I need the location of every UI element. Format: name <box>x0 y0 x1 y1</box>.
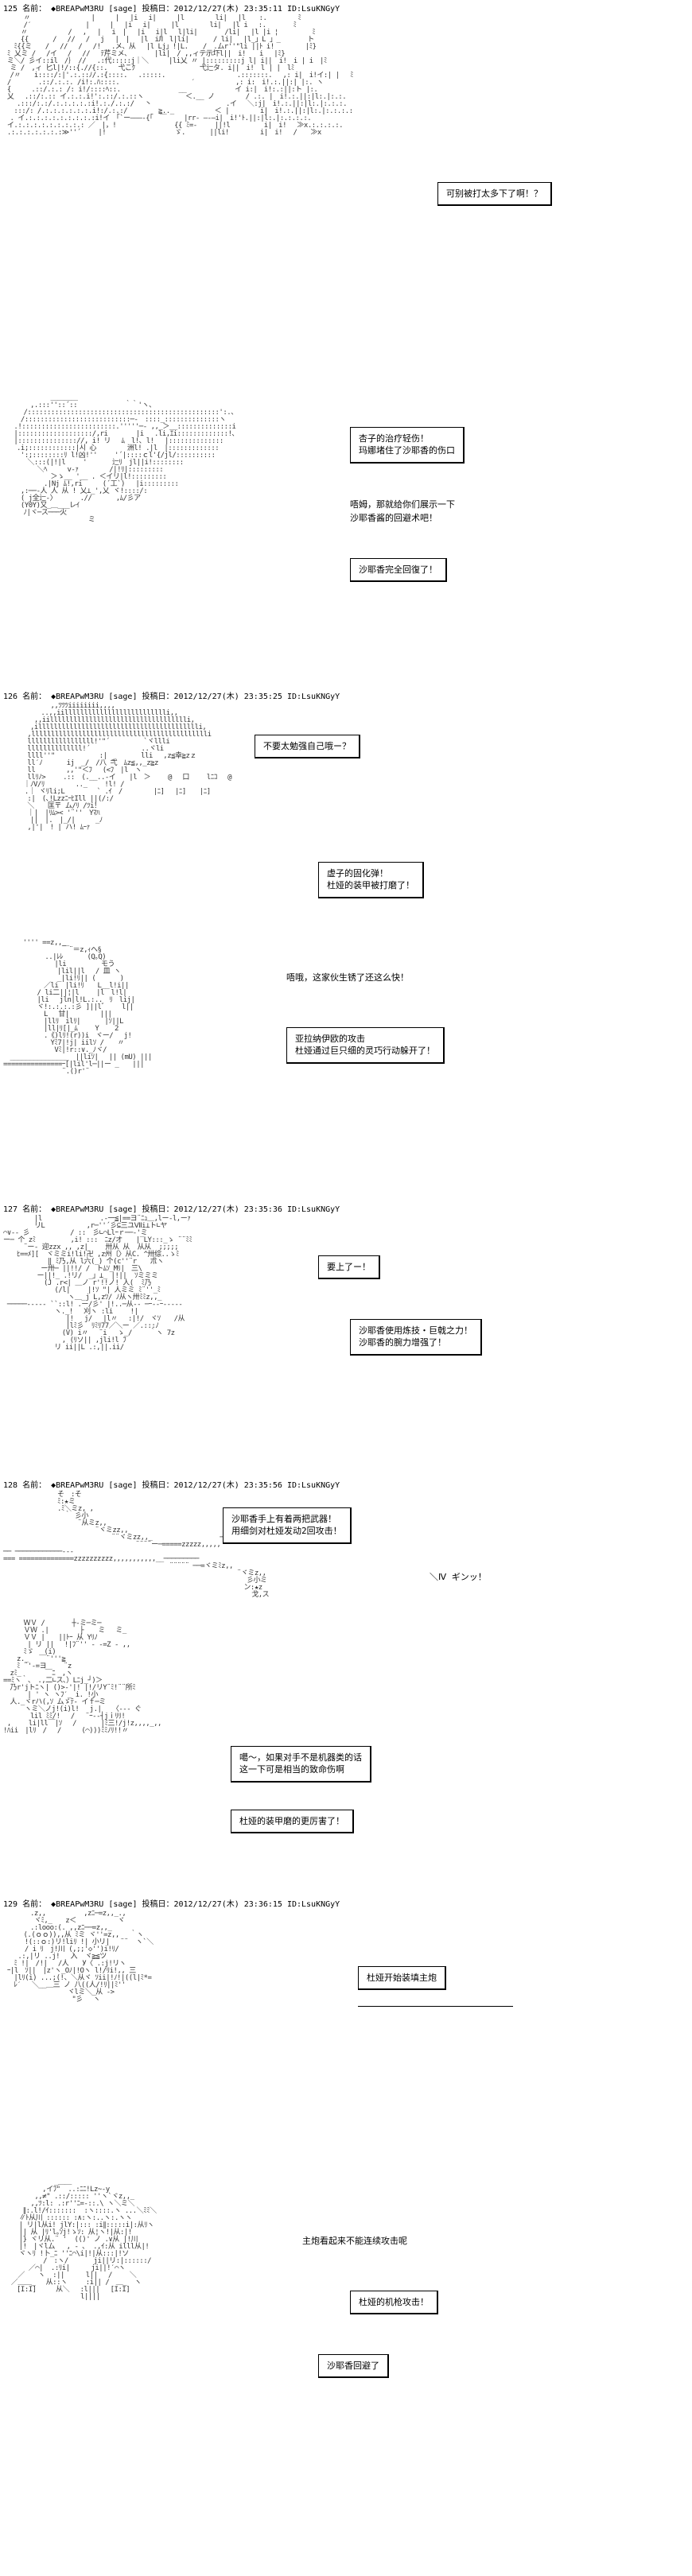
speech-box: 沙耶香完全回復了！ <box>350 558 447 582</box>
post-body: ＿＿＿＿ ,.:::''::´:: ｀｀'ヽ、 /:::::::::::::::… <box>0 395 692 681</box>
speech-box: 杜娅的机枪攻击！ <box>350 2291 438 2314</box>
ascii-art: _＿＿ ,イﾌ" ..:ﾆﾆ!Lz~-y ,,≠" .::/::::: ''ヽ`… <box>3 2179 157 2301</box>
post-body: |l .-一≦|==ヨ¨ﾆｭ＿,lー-l,ーｧ リL ,r─''´彡⊆三ユⅦi⊥… <box>0 1216 692 1470</box>
speech-box: 沙耶香回避了 <box>318 2354 389 2378</box>
speech-box: 要上了ー！ <box>318 1255 380 1279</box>
forum-post: 125 名前： ◆BREAPwM3RU [sage] 投稿日：2012/12/2… <box>0 0 692 389</box>
forum-post: 129 名前： ◆BREAPwM3RU [sage] 投稿日：2012/12/2… <box>0 1895 692 2173</box>
speech-box: 亚拉纳伊欧的攻击杜娅通过巨只细的灵巧行动躲开了！ <box>286 1027 445 1064</box>
narration-text: ＼Ⅳ ギンッ！ <box>430 1571 487 1585</box>
post-header: 127 名前： ◆BREAPwM3RU [sage] 投稿日：2012/12/2… <box>0 1201 692 1216</box>
speech-box: 可别被打太多下了啊！？ <box>437 182 552 206</box>
post-body: そ :そ ﾐ:★ミ .ﾐ＼ミz, , ｀ 彡小 ¨从ミz,, ¨ヾミzz,, ¨… <box>0 1492 692 1889</box>
forum-post: 126 名前： ◆BREAPwM3RU [sage] 投稿日：2012/12/2… <box>0 688 692 933</box>
post-body: 〃 | | |i i| |l li| |l :. ﾐ /′ | | |i i| … <box>0 15 692 389</box>
post-header: 129 名前： ◆BREAPwM3RU [sage] 投稿日：2012/12/2… <box>0 1895 692 1911</box>
speech-box: 虚子的固化弹！杜娅的装甲被打磨了！ <box>318 862 424 898</box>
narration-text: 唔姆，那就给你们展示一下沙耶香酱的回避术吧！ <box>350 499 455 525</box>
forum-post: ＿＿＿＿ ,.:::''::´:: ｀｀'ヽ、 /:::::::::::::::… <box>0 395 692 681</box>
post-header: 125 名前： ◆BREAPwM3RU [sage] 投稿日：2012/12/2… <box>0 0 692 15</box>
underline-box <box>358 1990 513 2007</box>
speech-box: 杜娅的装甲磨的更厉害了！ <box>231 1810 354 1833</box>
post-header: 126 名前： ◆BREAPwM3RU [sage] 投稿日：2012/12/2… <box>0 688 692 703</box>
ascii-art: '''' ==z,,_ ￣¨＝z,ｨヘ§ ..|ﾚﾚ (Q｡Q) |li モう … <box>3 940 152 1076</box>
post-body: .z,, ,zﾆ─=z,,_., ヾﾐ,_ z＜ ヾ .:looo:(. ,,z… <box>0 1911 692 2173</box>
ascii-art: |l .-一≦|==ヨ¨ﾆｭ＿,lー-l,ーｧ リL ,r─''´彡⊆三ユⅦi⊥… <box>3 1216 192 1352</box>
forum-post: '''' ==z,,_ ￣¨＝z,ｨヘ§ ..|ﾚﾚ (Q｡Q) |li モう … <box>0 940 692 1194</box>
forum-post: 127 名前： ◆BREAPwM3RU [sage] 投稿日：2012/12/2… <box>0 1201 692 1470</box>
forum-post: 128 名前： ◆BREAPwM3RU [sage] 投稿日：2012/12/2… <box>0 1476 692 1889</box>
speech-box: 沙耶香使用炼技・巨戟之力！沙耶香的腕力增强了！ <box>350 1319 482 1356</box>
speech-box: 杏子的治疗轻伤！玛娜堵住了沙耶香的伤口 <box>350 427 465 464</box>
ascii-art: .z,, ,zﾆ─=z,,_., ヾﾐ,_ z＜ ヾ .:looo:(. ,,z… <box>3 1911 154 2004</box>
ascii-art: ＿＿＿＿ ,.:::''::´:: ｀｀'ヽ、 /:::::::::::::::… <box>3 395 238 524</box>
post-body: '''' ==z,,_ ￣¨＝z,ｨヘ§ ..|ﾚﾚ (Q｡Q) |li モう … <box>0 940 692 1194</box>
post-header: 128 名前： ◆BREAPwM3RU [sage] 投稿日：2012/12/2… <box>0 1476 692 1492</box>
post-body: ,,ﾂﾂﾂiiiiiiii,,,, ..,,iillllllllllllllll… <box>0 703 692 933</box>
speech-box: 沙耶香手上有着两把武器！用细剑对杜娅发动2回攻击！ <box>223 1507 352 1544</box>
forum-post: _＿＿ ,イﾌ" ..:ﾆﾆ!Lz~-y ,,≠" .::/::::: ''ヽ`… <box>0 2179 692 2473</box>
speech-box: 杜娅开始装填主炮 <box>358 1966 446 1990</box>
speech-box: 噶～，如果对手不是机器类的话这一下可是相当的致命伤啊 <box>231 1746 371 1783</box>
ascii-art: 〃 | | |i i| |l li| |l :. ﾐ /′ | | |i i| … <box>3 15 353 137</box>
post-body: _＿＿ ,イﾌ" ..:ﾆﾆ!Lz~-y ,,≠" .::/::::: ''ヽ`… <box>0 2179 692 2473</box>
narration-text: 唔哦，这家伙生锈了还这么快！ <box>286 972 409 985</box>
ascii-art: ,,ﾂﾂﾂiiiiiiii,,,, ..,,iillllllllllllllll… <box>3 703 231 832</box>
narration-text: 主炮看起来不能连续攻击呢 <box>302 2235 407 2248</box>
speech-box: 不要太勉强自己哦ー？ <box>255 735 360 758</box>
